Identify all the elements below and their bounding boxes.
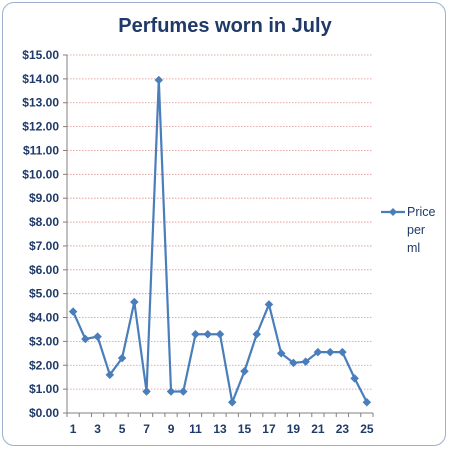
data-point-marker: [289, 358, 298, 368]
legend: Price per ml: [381, 205, 436, 255]
x-tick-label: 21: [311, 422, 325, 436]
axes: [63, 54, 374, 417]
y-tick-label: $3.00: [29, 334, 59, 348]
x-tick-label: 23: [336, 422, 350, 436]
y-tick-label: $11.00: [23, 143, 59, 157]
y-tick-label: $12.00: [22, 120, 59, 134]
x-axis-tick-labels: 1 3 5 7 9 11 13 15 17 19 21 23 25: [70, 422, 374, 436]
data-point-marker: [166, 387, 176, 396]
legend-label: per: [407, 223, 425, 237]
x-tick-label: 17: [262, 422, 276, 436]
data-point-marker: [203, 329, 213, 339]
y-tick-label: $8.00: [29, 215, 59, 229]
x-tick-label: 1: [70, 422, 77, 436]
y-axis-tick-labels: $0.00 $1.00 $2.00 $3.00 $4.00 $5.00 $6.00 $7.00…: [22, 48, 59, 420]
y-tick-label: $13.00: [22, 96, 59, 110]
x-tick-label: 13: [213, 422, 227, 436]
data-point-marker: [154, 75, 164, 85]
series-line-price-per-ml: [72, 78, 368, 404]
data-point-marker: [215, 329, 225, 339]
data-point-marker: [264, 300, 274, 309]
data-point-marker: [117, 353, 127, 363]
data-point-marker: [313, 347, 323, 357]
data-point-marker: [350, 374, 359, 383]
x-tick-label: 19: [287, 422, 301, 436]
data-point-marker: [68, 307, 78, 316]
data-point-marker: [105, 370, 115, 380]
y-tick-label: $10.00: [22, 167, 59, 181]
y-tick-label: $15.00: [22, 48, 59, 62]
data-point-marker: [325, 347, 335, 357]
x-tick-label: 5: [119, 422, 126, 436]
x-tick-label: 7: [143, 422, 150, 436]
x-tick-label: 11: [189, 422, 202, 436]
gridlines: [67, 54, 373, 390]
price-series: [68, 75, 372, 407]
legend-label: ml: [407, 241, 420, 255]
x-tick-label: 9: [168, 422, 175, 436]
data-point-marker: [129, 297, 139, 307]
y-tick-label: $2.00: [29, 358, 59, 372]
data-point-marker: [301, 357, 311, 367]
y-tick-label: $9.00: [29, 191, 59, 205]
x-tick-label: 3: [94, 422, 101, 436]
y-tick-label: $4.00: [29, 311, 59, 325]
data-point-marker: [227, 397, 237, 407]
data-point-marker: [142, 387, 151, 396]
legend-marker-swatch: [389, 208, 397, 216]
data-point-marker: [338, 347, 347, 357]
data-point-marker: [178, 387, 188, 396]
chart-title: Perfumes worn in July: [118, 15, 332, 37]
data-point-marker: [93, 332, 102, 341]
data-point-marker: [252, 329, 262, 339]
y-tick-label: $7.00: [29, 239, 59, 253]
data-point-marker: [276, 348, 286, 358]
data-point-marker: [240, 366, 249, 376]
x-tick-label: 25: [360, 422, 374, 436]
chart-frame: [2, 2, 446, 446]
data-point-marker: [81, 334, 90, 344]
legend-label: Price: [407, 205, 436, 219]
y-tick-label: $0.00: [29, 406, 59, 420]
y-tick-label: $14.00: [22, 72, 59, 86]
x-tick-label: 15: [238, 422, 252, 436]
y-tick-label: $6.00: [29, 263, 59, 277]
data-point-marker: [362, 397, 372, 407]
data-point-marker: [191, 329, 200, 339]
y-tick-label: $5.00: [29, 287, 59, 301]
y-tick-label: $1.00: [29, 382, 59, 396]
